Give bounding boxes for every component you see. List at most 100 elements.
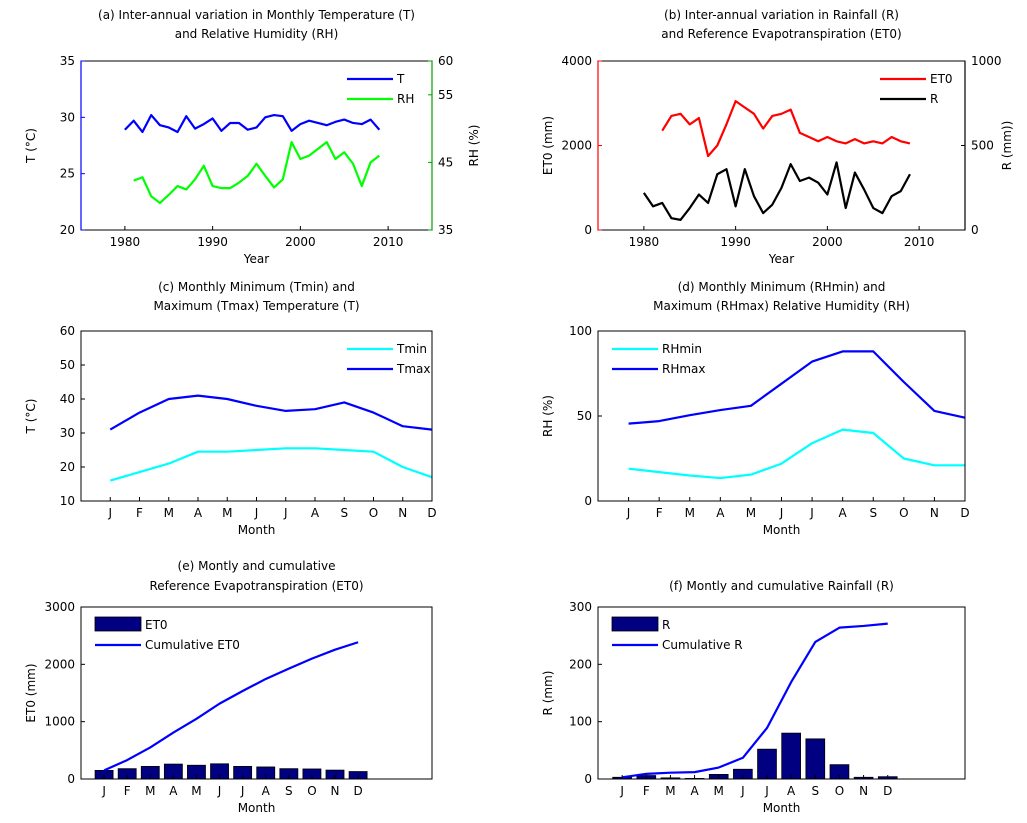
x-tick-label: D — [353, 784, 362, 798]
x-tick-label: O — [899, 506, 908, 520]
y-axis-label: ET0 (mm) — [541, 116, 555, 175]
bar-R-7 — [781, 732, 801, 780]
x-axis-label: Year — [768, 252, 794, 266]
x-tick-label: M — [665, 784, 675, 798]
legend-label: T — [396, 72, 405, 86]
y-tick-label: 10 — [60, 494, 75, 508]
bar-R-8 — [805, 738, 826, 780]
chart-title-line: (f) Montly and cumulative Rainfall (R) — [669, 579, 894, 593]
series-line-Tmax — [109, 394, 433, 431]
x-tick-label: A — [690, 784, 699, 798]
x-tick-label: S — [285, 784, 293, 798]
x-tick-label: F — [643, 784, 650, 798]
x-tick-label: S — [340, 506, 348, 520]
x-tick-label: A — [262, 784, 271, 798]
y-tick-label: 60 — [60, 324, 75, 338]
y-axis-label: ET0 (mm) — [24, 663, 38, 722]
series-line-RH — [133, 141, 381, 205]
y-axis-label: RH (%) — [541, 395, 555, 437]
x-tick-label: F — [656, 506, 663, 520]
x-tick-label: D — [427, 506, 436, 520]
x-tick-label: D — [960, 506, 969, 520]
legend-label: Tmax — [396, 362, 430, 376]
series-line-T — [124, 113, 381, 134]
x-tick-label: 2010 — [373, 235, 404, 249]
plot-frame — [597, 330, 966, 502]
chart-title-line: and Reference Evapotranspiration (ET0) — [661, 27, 901, 41]
x-tick-label: N — [398, 506, 407, 520]
y-tick-label: 30 — [60, 110, 75, 124]
y-tick-label: 50 — [577, 409, 592, 423]
x-tick-label: A — [716, 506, 725, 520]
x-tick-label: F — [124, 784, 131, 798]
y-tick-label: 300 — [569, 600, 592, 614]
chart-e: (e) Montly and cumulative Reference Evapo… — [24, 559, 433, 815]
x-tick-label: A — [194, 506, 203, 520]
y-tick-label: 0 — [584, 772, 592, 786]
y-right-tick-label: 60 — [438, 54, 453, 68]
y-axis-label: R (mm) — [541, 671, 555, 716]
chart-title-line: (c) Monthly Minimum (Tmin) and — [158, 280, 355, 294]
x-tick-label: 2000 — [285, 235, 316, 249]
y-right-tick-label: 0 — [971, 223, 979, 237]
series-line-CumulativeET0 — [103, 641, 359, 772]
x-tick-label: M — [685, 506, 695, 520]
x-tick-label: A — [839, 506, 848, 520]
y-tick-label: 2000 — [44, 657, 75, 671]
x-axis-label: Month — [238, 523, 276, 537]
y-right-tick-label: 55 — [438, 88, 453, 102]
x-tick-label: M — [164, 506, 174, 520]
chart-title-line: Maximum (RHmax) Relative Humidity (RH) — [653, 299, 910, 313]
plot-frame — [597, 606, 966, 780]
series-line-Tmin — [109, 447, 433, 482]
x-tick-label: J — [740, 784, 745, 798]
legend-swatch — [94, 616, 142, 632]
chart-title-line: (d) Monthly Minimum (RHmin) and — [678, 280, 886, 294]
x-tick-label: S — [811, 784, 819, 798]
x-tick-label: J — [254, 506, 259, 520]
x-tick-label: D — [883, 784, 892, 798]
series-line-RHmin — [628, 428, 965, 480]
y-tick-label: 25 — [60, 167, 75, 181]
x-tick-label: M — [191, 784, 201, 798]
x-tick-label: J — [217, 784, 222, 798]
y-right-tick-label: 35 — [438, 223, 453, 237]
chart-a: (a) Inter-annual variation in Monthly Te… — [24, 8, 481, 266]
x-tick-label: M — [222, 506, 232, 520]
bar-R-6 — [757, 748, 777, 780]
y-right-tick-label: 500 — [971, 139, 994, 153]
y-axis-label: T (°C) — [24, 399, 38, 435]
x-tick-label: F — [136, 506, 143, 520]
y-tick-label: 200 — [569, 657, 592, 671]
y-tick-label: 40 — [60, 392, 75, 406]
y-tick-label: 2000 — [561, 139, 592, 153]
chart-title-line: (b) Inter-annual variation in Rainfall (… — [664, 8, 899, 22]
x-tick-label: 1980 — [110, 235, 141, 249]
chart-title-line: Reference Evapotranspiration (ET0) — [149, 579, 363, 593]
x-tick-label: M — [746, 506, 756, 520]
x-tick-label: J — [240, 784, 245, 798]
y-right-axis-label: RH (%) — [467, 125, 481, 167]
x-tick-label: N — [331, 784, 340, 798]
legend-label: RH — [397, 92, 414, 106]
y-tick-label: 0 — [584, 494, 592, 508]
x-tick-label: O — [835, 784, 844, 798]
x-tick-label: J — [764, 784, 769, 798]
x-axis-label: Month — [763, 801, 801, 815]
x-tick-label: A — [169, 784, 178, 798]
legend-label: Cumulative ET0 — [145, 638, 240, 652]
x-tick-label: O — [369, 506, 378, 520]
series-line-R — [642, 161, 911, 221]
series-line-CumulativeR — [621, 622, 888, 779]
y-tick-label: 4000 — [561, 54, 592, 68]
y-tick-label: 100 — [569, 715, 592, 729]
x-tick-label: J — [809, 506, 814, 520]
x-tick-label: N — [859, 784, 868, 798]
y-tick-label: 35 — [60, 54, 75, 68]
x-tick-label: S — [869, 506, 877, 520]
series-line-RHmax — [628, 350, 966, 425]
y-right-tick-label: 45 — [438, 155, 453, 169]
y-tick-label: 100 — [569, 324, 592, 338]
x-tick-label: 2010 — [904, 235, 935, 249]
